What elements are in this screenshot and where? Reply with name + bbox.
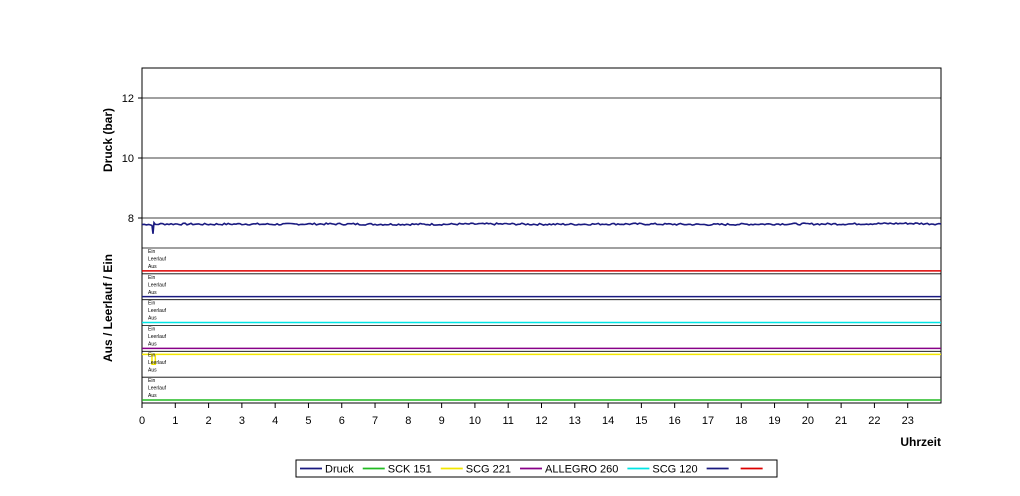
x-tick-label: 22 <box>868 415 880 427</box>
x-tick-label: 18 <box>735 415 747 427</box>
state-label: Aus <box>148 316 157 322</box>
state-lines <box>142 270 941 401</box>
state-label: Ein <box>148 301 155 307</box>
x-tick-label: 23 <box>902 415 914 427</box>
x-tick-label: 10 <box>469 415 481 427</box>
state-label: Ein <box>148 378 155 384</box>
x-tick-label: 4 <box>272 415 278 427</box>
state-label: Ein <box>148 249 155 255</box>
x-tick-label: 1 <box>172 415 178 427</box>
state-label: Aus <box>148 342 157 348</box>
legend-label-0: Druck <box>325 464 354 476</box>
x-tick-label: 9 <box>439 415 445 427</box>
legend-label-1: SCK 151 <box>388 464 432 476</box>
x-tick-label: 3 <box>239 415 245 427</box>
series-layer <box>141 220 942 234</box>
legend-label-4: SCG 120 <box>652 464 697 476</box>
x-tick-label: 6 <box>339 415 345 427</box>
y-tick-label: 10 <box>122 153 134 165</box>
legend-label-3: ALLEGRO 260 <box>545 464 618 476</box>
x-tick-label: 7 <box>372 415 378 427</box>
x-axis-label: Uhrzeit <box>900 435 941 449</box>
y-tick-label: 12 <box>122 93 134 105</box>
state-label: Ein <box>148 327 155 333</box>
y-ticks: 8 10 12 <box>122 93 142 225</box>
x-tick-label: 17 <box>702 415 714 427</box>
x-tick-label: 21 <box>835 415 847 427</box>
state-label: Leerlauf <box>148 334 167 340</box>
x-tick-label: 11 <box>502 415 513 427</box>
x-tick-label: 19 <box>768 415 780 427</box>
x-tick-label: 8 <box>405 415 411 427</box>
state-labels: EinLeerlaufAusEinLeerlaufAusEinLeerlaufA… <box>148 249 167 399</box>
x-tick-label: 16 <box>669 415 681 427</box>
x-ticks: 0 1 2 3 4 5 6 7 8 9 10 11 12 13 14 15 16 17 18 19 20 21 22 23 <box>139 403 914 427</box>
x-tick-label: 5 <box>305 415 311 427</box>
y-tick-label: 8 <box>128 213 134 225</box>
state-label: Ein <box>148 352 155 358</box>
y-axis-label-upper: Druck (bar) <box>101 108 115 172</box>
state-label: Aus <box>148 264 157 270</box>
x-tick-label: 14 <box>602 415 614 427</box>
state-label: Ein <box>148 275 155 281</box>
x-tick-label: 20 <box>802 415 814 427</box>
state-label: Leerlauf <box>148 308 167 314</box>
y-axis-label-lower: Aus / Leerlauf / Ein <box>101 254 115 362</box>
x-tick-label: 15 <box>635 415 647 427</box>
state-label: Aus <box>148 393 157 399</box>
x-tick-label: 13 <box>569 415 581 427</box>
legend-label-2: SCG 221 <box>466 464 511 476</box>
upper-grid <box>142 97 941 219</box>
state-label: Aus <box>148 290 157 296</box>
x-tick-label: 0 <box>139 415 145 427</box>
state-event <box>151 354 157 365</box>
x-tick-label: 2 <box>206 415 212 427</box>
plot-frame <box>141 67 942 404</box>
legend: Druck SCK 151 SCG 221 ALLEGRO 260 SCG 120 <box>300 464 763 476</box>
state-label: Leerlauf <box>148 360 167 366</box>
x-tick-label: 12 <box>535 415 547 427</box>
state-label: Leerlauf <box>148 386 167 392</box>
series-line-druck <box>141 220 942 234</box>
state-label: Aus <box>148 367 157 373</box>
state-label: Leerlauf <box>148 282 167 288</box>
state-label: Leerlauf <box>148 257 167 263</box>
